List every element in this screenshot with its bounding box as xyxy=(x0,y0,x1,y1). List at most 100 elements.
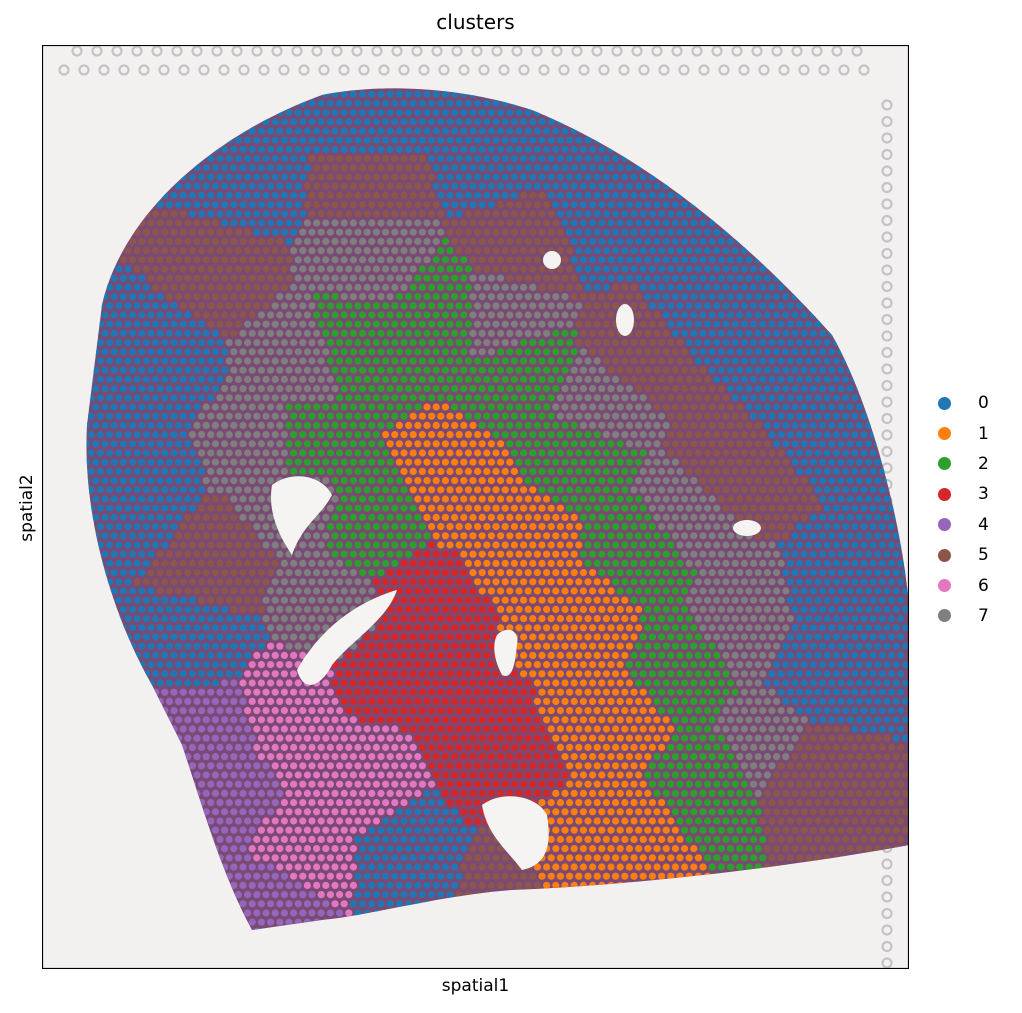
spot-cluster-7 xyxy=(713,504,721,512)
spot-cluster-0 xyxy=(156,348,164,356)
spot-cluster-7 xyxy=(575,302,583,310)
spot-cluster-0 xyxy=(497,127,505,135)
spot-cluster-0 xyxy=(786,449,795,457)
spot-cluster-5 xyxy=(147,219,155,227)
spot-cluster-1 xyxy=(432,403,440,411)
spot-cluster-2 xyxy=(326,357,334,365)
spot-cluster-1 xyxy=(418,467,426,475)
spot-cluster-7 xyxy=(299,228,307,236)
spot-cluster-1 xyxy=(451,513,459,521)
spot-cluster-1 xyxy=(455,412,463,420)
spot-cluster-7 xyxy=(299,283,307,291)
spot-cluster-5 xyxy=(694,412,703,420)
spot-cluster-0 xyxy=(846,513,854,521)
spot-cluster-0 xyxy=(681,274,689,282)
spot-cluster-0 xyxy=(455,136,463,144)
spot-cluster-5 xyxy=(796,504,804,512)
spot-cluster-1 xyxy=(589,569,597,577)
spot-cluster-0 xyxy=(455,210,463,218)
spot-cluster-0 xyxy=(124,339,132,347)
spot-cluster-1 xyxy=(506,495,514,503)
spot-cluster-2 xyxy=(331,458,339,466)
spot-cluster-3 xyxy=(432,550,440,558)
spot-cluster-2 xyxy=(349,421,357,429)
spot-cluster-2 xyxy=(345,486,353,494)
spot-cluster-7 xyxy=(354,228,362,236)
spot-cluster-0 xyxy=(115,320,123,328)
spot-cluster-2 xyxy=(579,477,588,485)
spot-cluster-1 xyxy=(418,486,426,494)
spot-cluster-5 xyxy=(363,210,371,218)
spot-cluster-5 xyxy=(469,256,477,264)
spot-cluster-5 xyxy=(676,339,684,347)
spot-cluster-7 xyxy=(616,385,624,393)
spot-cluster-1 xyxy=(520,559,528,568)
spot-cluster-0 xyxy=(161,394,169,402)
spot-cluster-5 xyxy=(722,449,730,457)
spot-cluster-0 xyxy=(888,559,896,568)
spot-cluster-5 xyxy=(446,228,454,236)
spot-cluster-0 xyxy=(308,118,316,126)
spot-cluster-7 xyxy=(257,366,265,374)
spot-cluster-5 xyxy=(221,513,229,521)
spot-cluster-2 xyxy=(497,403,505,411)
spot-cluster-0 xyxy=(331,127,339,135)
spot-cluster-0 xyxy=(478,109,486,117)
spot-cluster-2 xyxy=(533,385,541,393)
spot-cluster-7 xyxy=(234,504,242,512)
spot-cluster-7 xyxy=(515,329,523,337)
spot-cluster-1 xyxy=(501,486,509,494)
spot-cluster-0 xyxy=(800,403,808,411)
spot-cluster-0 xyxy=(299,155,307,163)
spot-cluster-2 xyxy=(418,394,426,402)
spot-cluster-7 xyxy=(234,339,242,347)
spot-cluster-0 xyxy=(809,348,818,356)
spot-cluster-7 xyxy=(483,283,491,291)
spot-cluster-0 xyxy=(451,182,459,190)
spot-cluster-7 xyxy=(589,403,597,411)
spot-cluster-0 xyxy=(736,366,744,374)
spot-cluster-5 xyxy=(322,164,330,172)
spot-cluster-7 xyxy=(322,550,330,558)
spot-cluster-5 xyxy=(690,403,698,411)
spot-cluster-5 xyxy=(152,283,160,291)
spot-cluster-0 xyxy=(501,173,509,181)
fiducial-dot xyxy=(811,45,823,57)
spot-cluster-1 xyxy=(437,412,445,420)
spot-cluster-0 xyxy=(800,569,808,577)
spot-cluster-7 xyxy=(699,550,707,558)
spot-cluster-0 xyxy=(432,109,440,117)
spot-cluster-0 xyxy=(170,320,178,328)
spot-cluster-0 xyxy=(662,293,670,301)
spot-cluster-2 xyxy=(285,440,293,448)
spot-cluster-7 xyxy=(625,385,634,393)
spot-cluster-0 xyxy=(267,182,275,190)
spot-cluster-0 xyxy=(791,532,799,540)
spot-cluster-0 xyxy=(216,173,224,181)
spot-cluster-7 xyxy=(340,569,348,577)
spot-cluster-0 xyxy=(234,210,242,218)
spot-cluster-3 xyxy=(409,559,417,568)
spot-cluster-5 xyxy=(589,311,597,319)
spot-cluster-2 xyxy=(368,569,376,577)
spot-cluster-0 xyxy=(708,311,716,319)
spot-cluster-7 xyxy=(648,412,657,420)
spot-cluster-0 xyxy=(142,412,150,420)
spot-cluster-0 xyxy=(598,164,606,172)
spot-cluster-5 xyxy=(170,283,178,291)
spot-cluster-5 xyxy=(773,532,781,540)
spot-cluster-1 xyxy=(533,495,541,503)
spot-cluster-7 xyxy=(690,477,698,485)
spot-cluster-1 xyxy=(579,569,588,577)
spot-cluster-5 xyxy=(262,265,270,273)
spot-cluster-5 xyxy=(225,559,233,568)
spot-cluster-7 xyxy=(234,357,242,365)
spot-cluster-2 xyxy=(308,431,316,439)
spot-cluster-0 xyxy=(575,228,583,236)
spot-cluster-2 xyxy=(386,495,394,503)
spot-cluster-0 xyxy=(336,136,344,144)
spot-cluster-7 xyxy=(713,541,721,549)
spot-cluster-0 xyxy=(142,394,150,402)
spot-cluster-2 xyxy=(377,311,385,319)
spot-cluster-0 xyxy=(469,182,477,190)
